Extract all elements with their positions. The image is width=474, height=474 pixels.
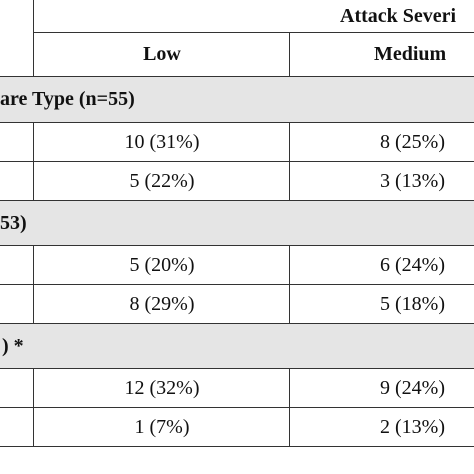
rule-section-bottom: [0, 368, 474, 369]
rule-col-mid: [289, 368, 290, 447]
rule-header-bottom: [0, 76, 474, 77]
section-header: 53): [0, 201, 474, 245]
table-cell-low: 5 (20%): [129, 253, 195, 276]
rule-section-bottom: [0, 122, 474, 123]
rule-col-mid: [289, 245, 290, 324]
table-cell-low: 10 (31%): [124, 130, 200, 153]
rule-col-left: [33, 0, 34, 77]
rule-header-mid: [34, 32, 474, 33]
table-cell-medium: 8 (25%): [380, 130, 445, 153]
table-cell-low: 8 (29%): [129, 292, 195, 315]
table-cell-medium: 5 (18%): [380, 292, 445, 315]
column-header-medium: Medium: [374, 43, 447, 65]
table-cell-medium: 2 (13%): [380, 415, 445, 438]
rule-col-left: [33, 245, 34, 324]
table-cell-medium: 9 (24%): [380, 376, 445, 399]
rule-col-mid: [289, 33, 290, 77]
section-header: are Type (n=55): [0, 77, 474, 122]
rule-table-bottom: [0, 446, 474, 447]
rule-col-left: [33, 368, 34, 447]
column-header-low: Low: [143, 43, 181, 65]
rule-col-left: [33, 122, 34, 201]
section-header: ) *: [0, 324, 474, 368]
rule-row: [0, 200, 474, 201]
rule-section-bottom: [0, 245, 474, 246]
rule-row: [0, 284, 474, 285]
table-cell-low: 5 (22%): [129, 169, 195, 192]
table-cell-low: 1 (7%): [134, 415, 190, 438]
rule-col-mid: [289, 122, 290, 201]
rule-row: [0, 407, 474, 408]
table-cell-medium: 6 (24%): [380, 253, 445, 276]
attack-severity-header: Attack Severi: [340, 4, 457, 27]
rule-row: [0, 323, 474, 324]
rule-row: [0, 161, 474, 162]
table-cell-medium: 3 (13%): [380, 169, 445, 192]
table-cell-low: 12 (32%): [124, 376, 200, 399]
